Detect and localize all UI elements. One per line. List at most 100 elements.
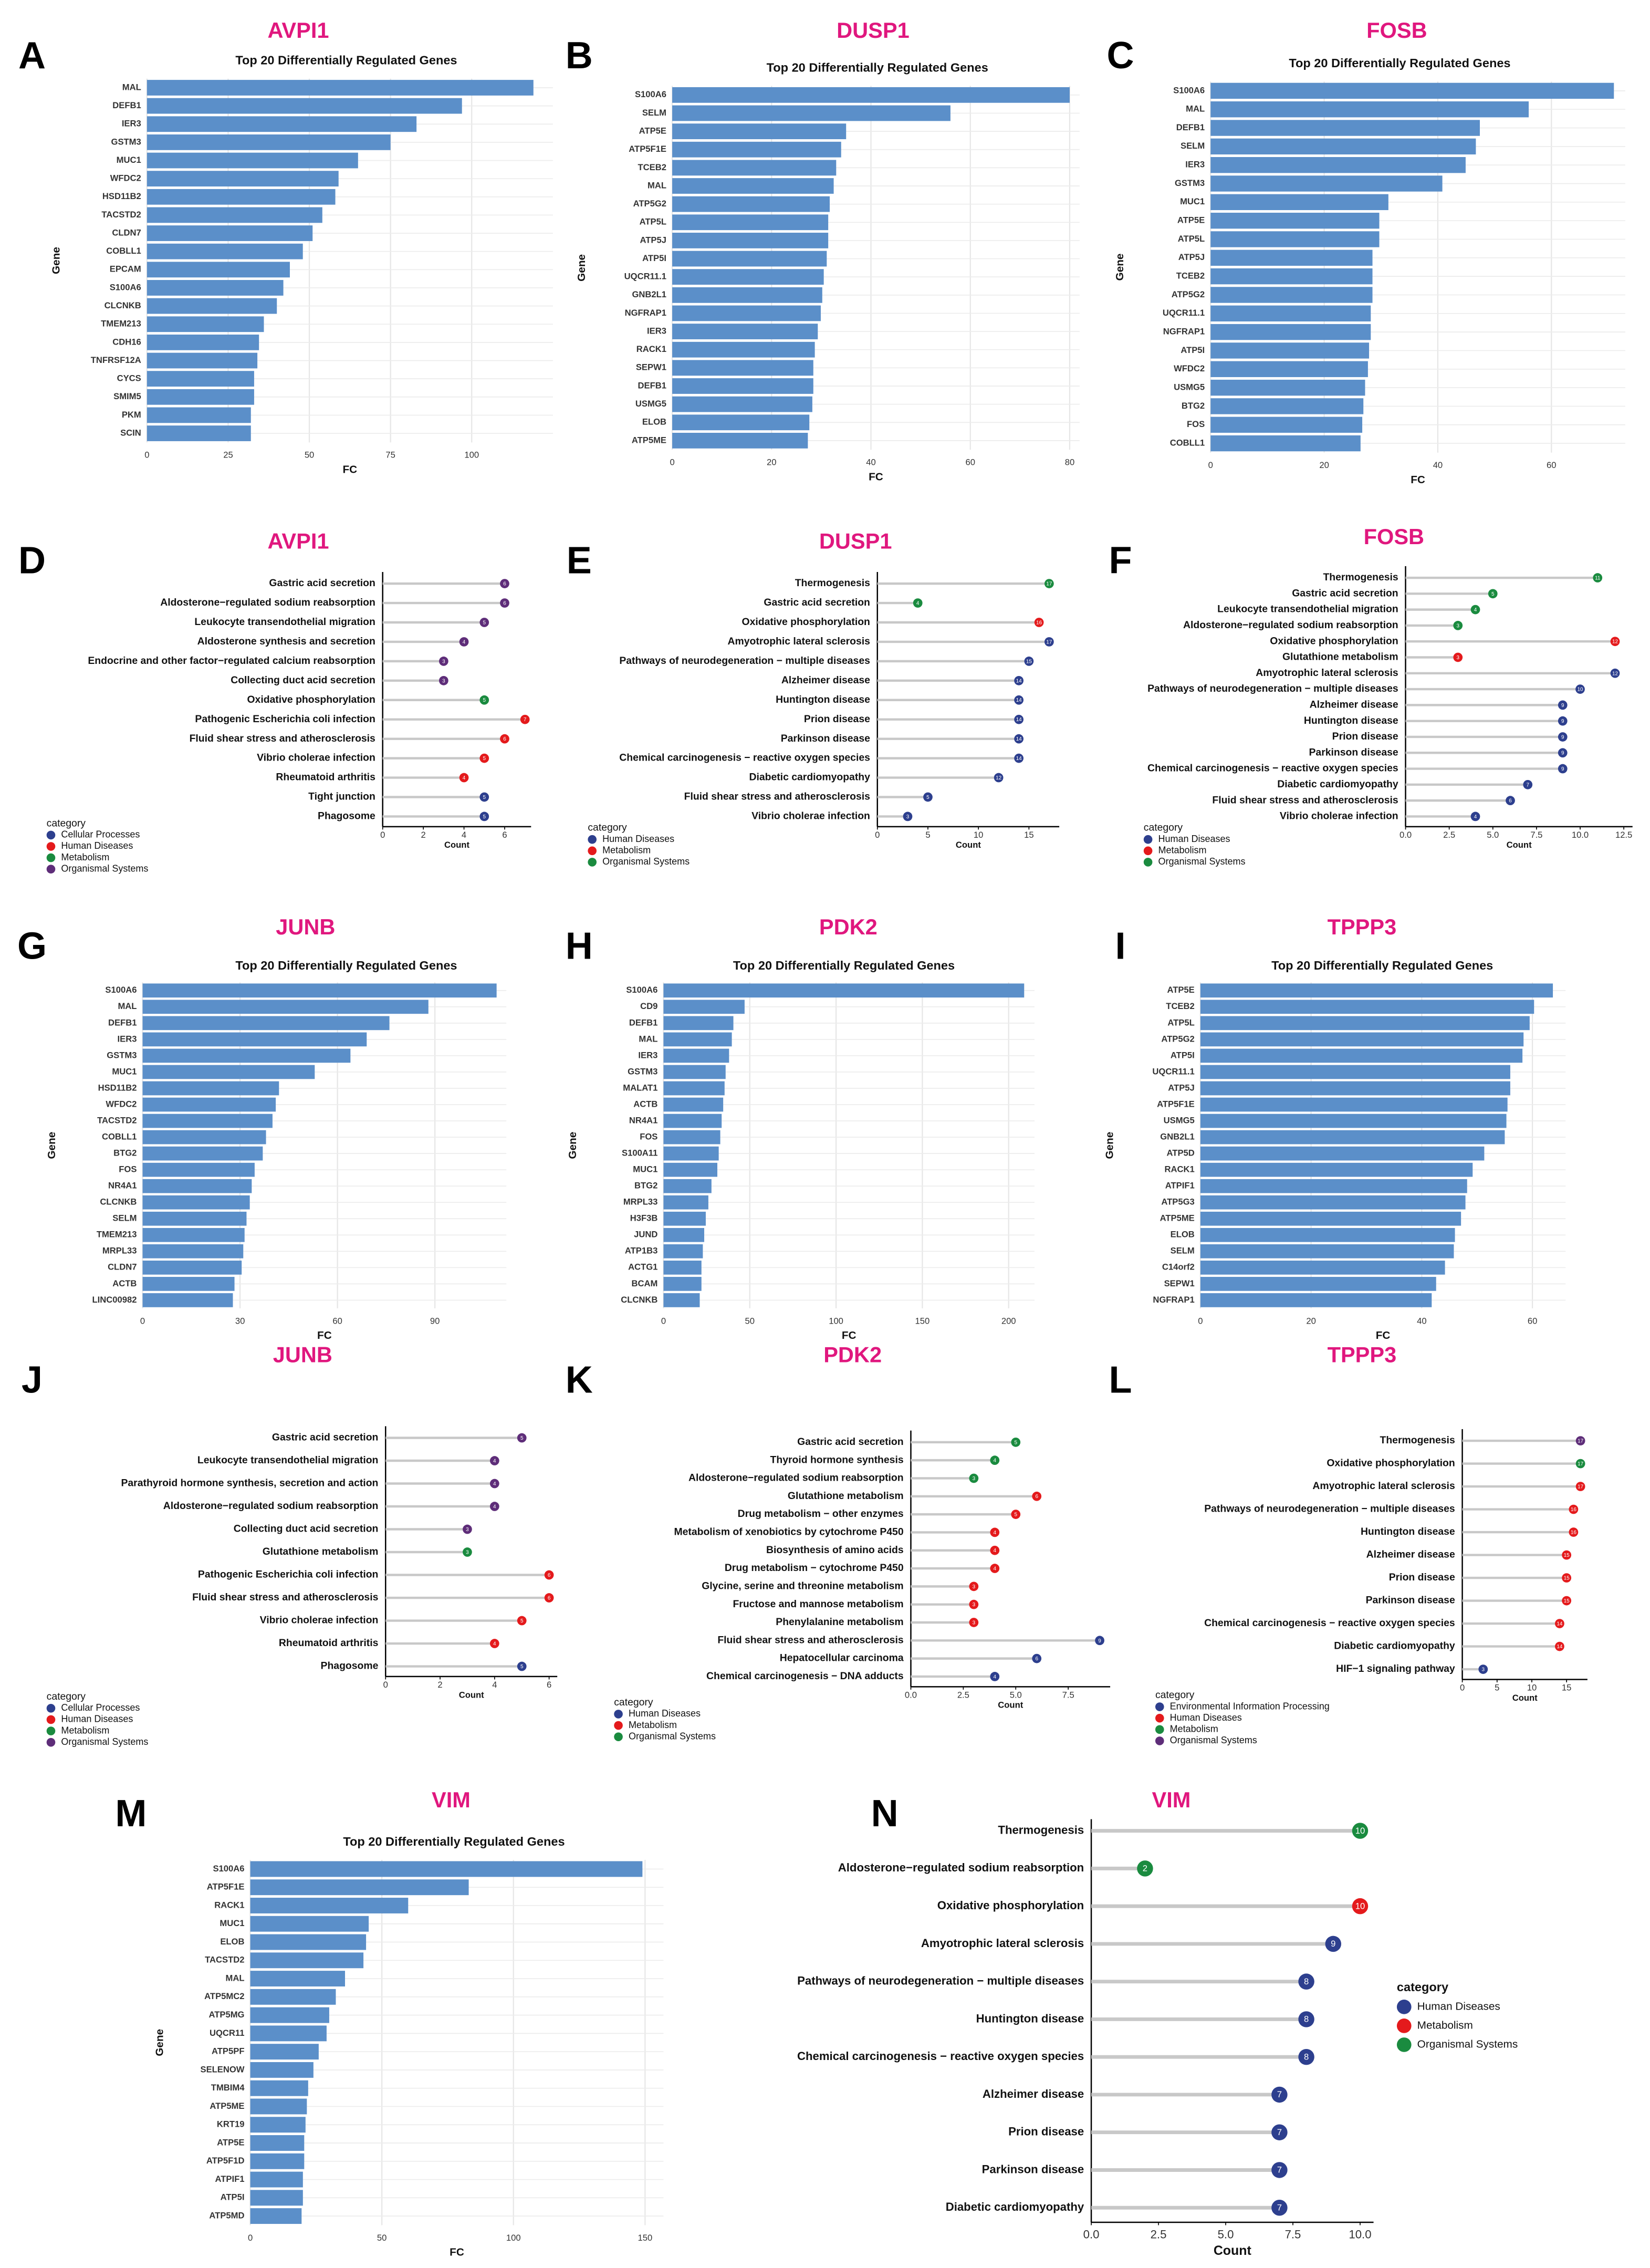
x-tick-label: 2.5 (1443, 830, 1455, 840)
y-tick-label: S100A6 (213, 1864, 244, 1874)
pathway-label: Metabolism of xenobiotics by cytochrome … (674, 1526, 903, 1538)
dot (489, 1479, 499, 1489)
dot (969, 1618, 979, 1627)
chart-title: JUNB (276, 914, 335, 939)
dot-value: 9 (1561, 766, 1564, 772)
pathway-label: Gastric acid secretion (272, 1432, 378, 1443)
x-tick-label: 4 (492, 1680, 497, 1690)
bar (1210, 82, 1614, 99)
bar (663, 983, 1025, 998)
bar (147, 262, 290, 278)
legend-swatch (46, 1726, 56, 1735)
dot (994, 773, 1004, 783)
y-tick-label: FOS (640, 1131, 657, 1141)
pathway-label: Rheumatoid arthritis (279, 1637, 378, 1649)
y-tick-label: MUC1 (220, 1918, 244, 1928)
bar (1200, 1244, 1454, 1258)
panel-letter: I (1115, 925, 1125, 967)
dot (913, 598, 923, 608)
y-tick-label: IER3 (647, 326, 666, 336)
y-tick-label: ATP5E (1177, 215, 1205, 225)
dot (903, 812, 913, 821)
bar (1200, 1162, 1473, 1177)
bar (142, 1065, 315, 1079)
bar (1210, 120, 1480, 136)
y-tick-label: ATP5G2 (1161, 1034, 1194, 1044)
dot-value: 3 (466, 1550, 469, 1556)
y-tick-label: WFDC2 (1174, 363, 1205, 373)
y-tick-label: SELENOW (200, 2064, 244, 2074)
bar (147, 334, 259, 350)
legend-title: category (614, 1697, 653, 1708)
pathway-label: Diabetic cardiomyopathy (1277, 778, 1398, 790)
bar (142, 1146, 263, 1161)
bar (1210, 417, 1363, 433)
chart-subtitle: Top 20 Differentially Regulated Genes (1289, 56, 1510, 70)
bar (1210, 194, 1388, 211)
y-tick-label: TACSTD2 (97, 1115, 137, 1125)
legend-title: category (47, 1691, 86, 1702)
dot-value: 3 (973, 1476, 976, 1482)
pathway-label: Amyotrophic lateral sclerosis (728, 636, 870, 647)
pathway-label: Leukocyte transendothelial migration (1217, 604, 1398, 615)
y-tick-label: TNFRSF12A (91, 355, 141, 365)
bar (250, 2080, 308, 2096)
legend-label: Organismal Systems (1170, 1735, 1257, 1745)
bar (663, 1065, 726, 1079)
dot (1352, 1823, 1369, 1839)
y-tick-label: DEFB1 (112, 100, 141, 110)
dot (544, 1593, 554, 1603)
pathway-label: Thermogenesis (998, 1823, 1084, 1836)
dot-value: 14 (1016, 717, 1022, 723)
y-tick-label: DEFB1 (108, 1017, 137, 1027)
dot-value: 4 (994, 1530, 997, 1536)
dot (1014, 695, 1024, 705)
panel-letter: J (22, 1359, 43, 1401)
dot (1555, 1619, 1564, 1628)
dot-value: 4 (463, 775, 466, 781)
x-axis-label: Count (1214, 2243, 1251, 2258)
pathway-label: Aldosterone−regulated sodium reabsorptio… (838, 1861, 1084, 1874)
pathway-label: Prion disease (1389, 1572, 1455, 1583)
pathway-label: Alzheimer disease (1366, 1549, 1455, 1560)
x-tick-label: 50 (377, 2233, 387, 2243)
dot-value: 12 (996, 775, 1002, 781)
pathway-label: Gastric acid secretion (269, 577, 375, 589)
y-tick-label: S100A6 (105, 985, 137, 995)
y-tick-label: SMIM5 (113, 391, 141, 401)
bar (672, 324, 818, 339)
dot-value: 5 (520, 1435, 524, 1441)
legend-title: category (588, 822, 627, 834)
y-tick-label: ATP5J (1168, 1083, 1194, 1093)
y-tick-label: ATP5G2 (633, 199, 666, 209)
y-axis-label: Gene (46, 1132, 58, 1159)
pathway-label: Aldosterone−regulated sodium reabsorptio… (688, 1472, 904, 1484)
bar (142, 1130, 266, 1145)
dot-value: 17 (1578, 1461, 1584, 1467)
y-tick-label: NR4A1 (108, 1181, 137, 1191)
y-tick-label: COBLL1 (106, 246, 141, 256)
y-tick-label: MAL (639, 1034, 657, 1044)
dot (1558, 764, 1568, 774)
x-tick-label: 0.0 (1083, 2228, 1100, 2241)
y-tick-label: UQCR11.1 (1152, 1066, 1194, 1076)
dot (1558, 700, 1568, 710)
bar (672, 378, 813, 394)
bar (250, 2007, 329, 2023)
panel-letter: D (18, 539, 46, 581)
x-axis-label: Count (1512, 1693, 1538, 1703)
legend-label: Organismal Systems (61, 1736, 148, 1747)
dot (1562, 1550, 1572, 1560)
x-tick-label: 60 (965, 457, 975, 467)
dot (1298, 2048, 1314, 2065)
y-tick-label: CLCNKB (100, 1197, 137, 1207)
pathway-label: Pathways of neurodegeneration − multiple… (1147, 683, 1398, 694)
y-tick-label: UQCR11.1 (1163, 308, 1205, 318)
y-tick-label: COBLL1 (102, 1131, 137, 1141)
legend-swatch (1155, 1725, 1164, 1734)
legend-label: Organismal Systems (1417, 2038, 1518, 2050)
dot (517, 1433, 527, 1443)
dot (1352, 1898, 1369, 1915)
dot (438, 657, 448, 666)
y-tick-label: TCEB2 (1176, 271, 1205, 281)
